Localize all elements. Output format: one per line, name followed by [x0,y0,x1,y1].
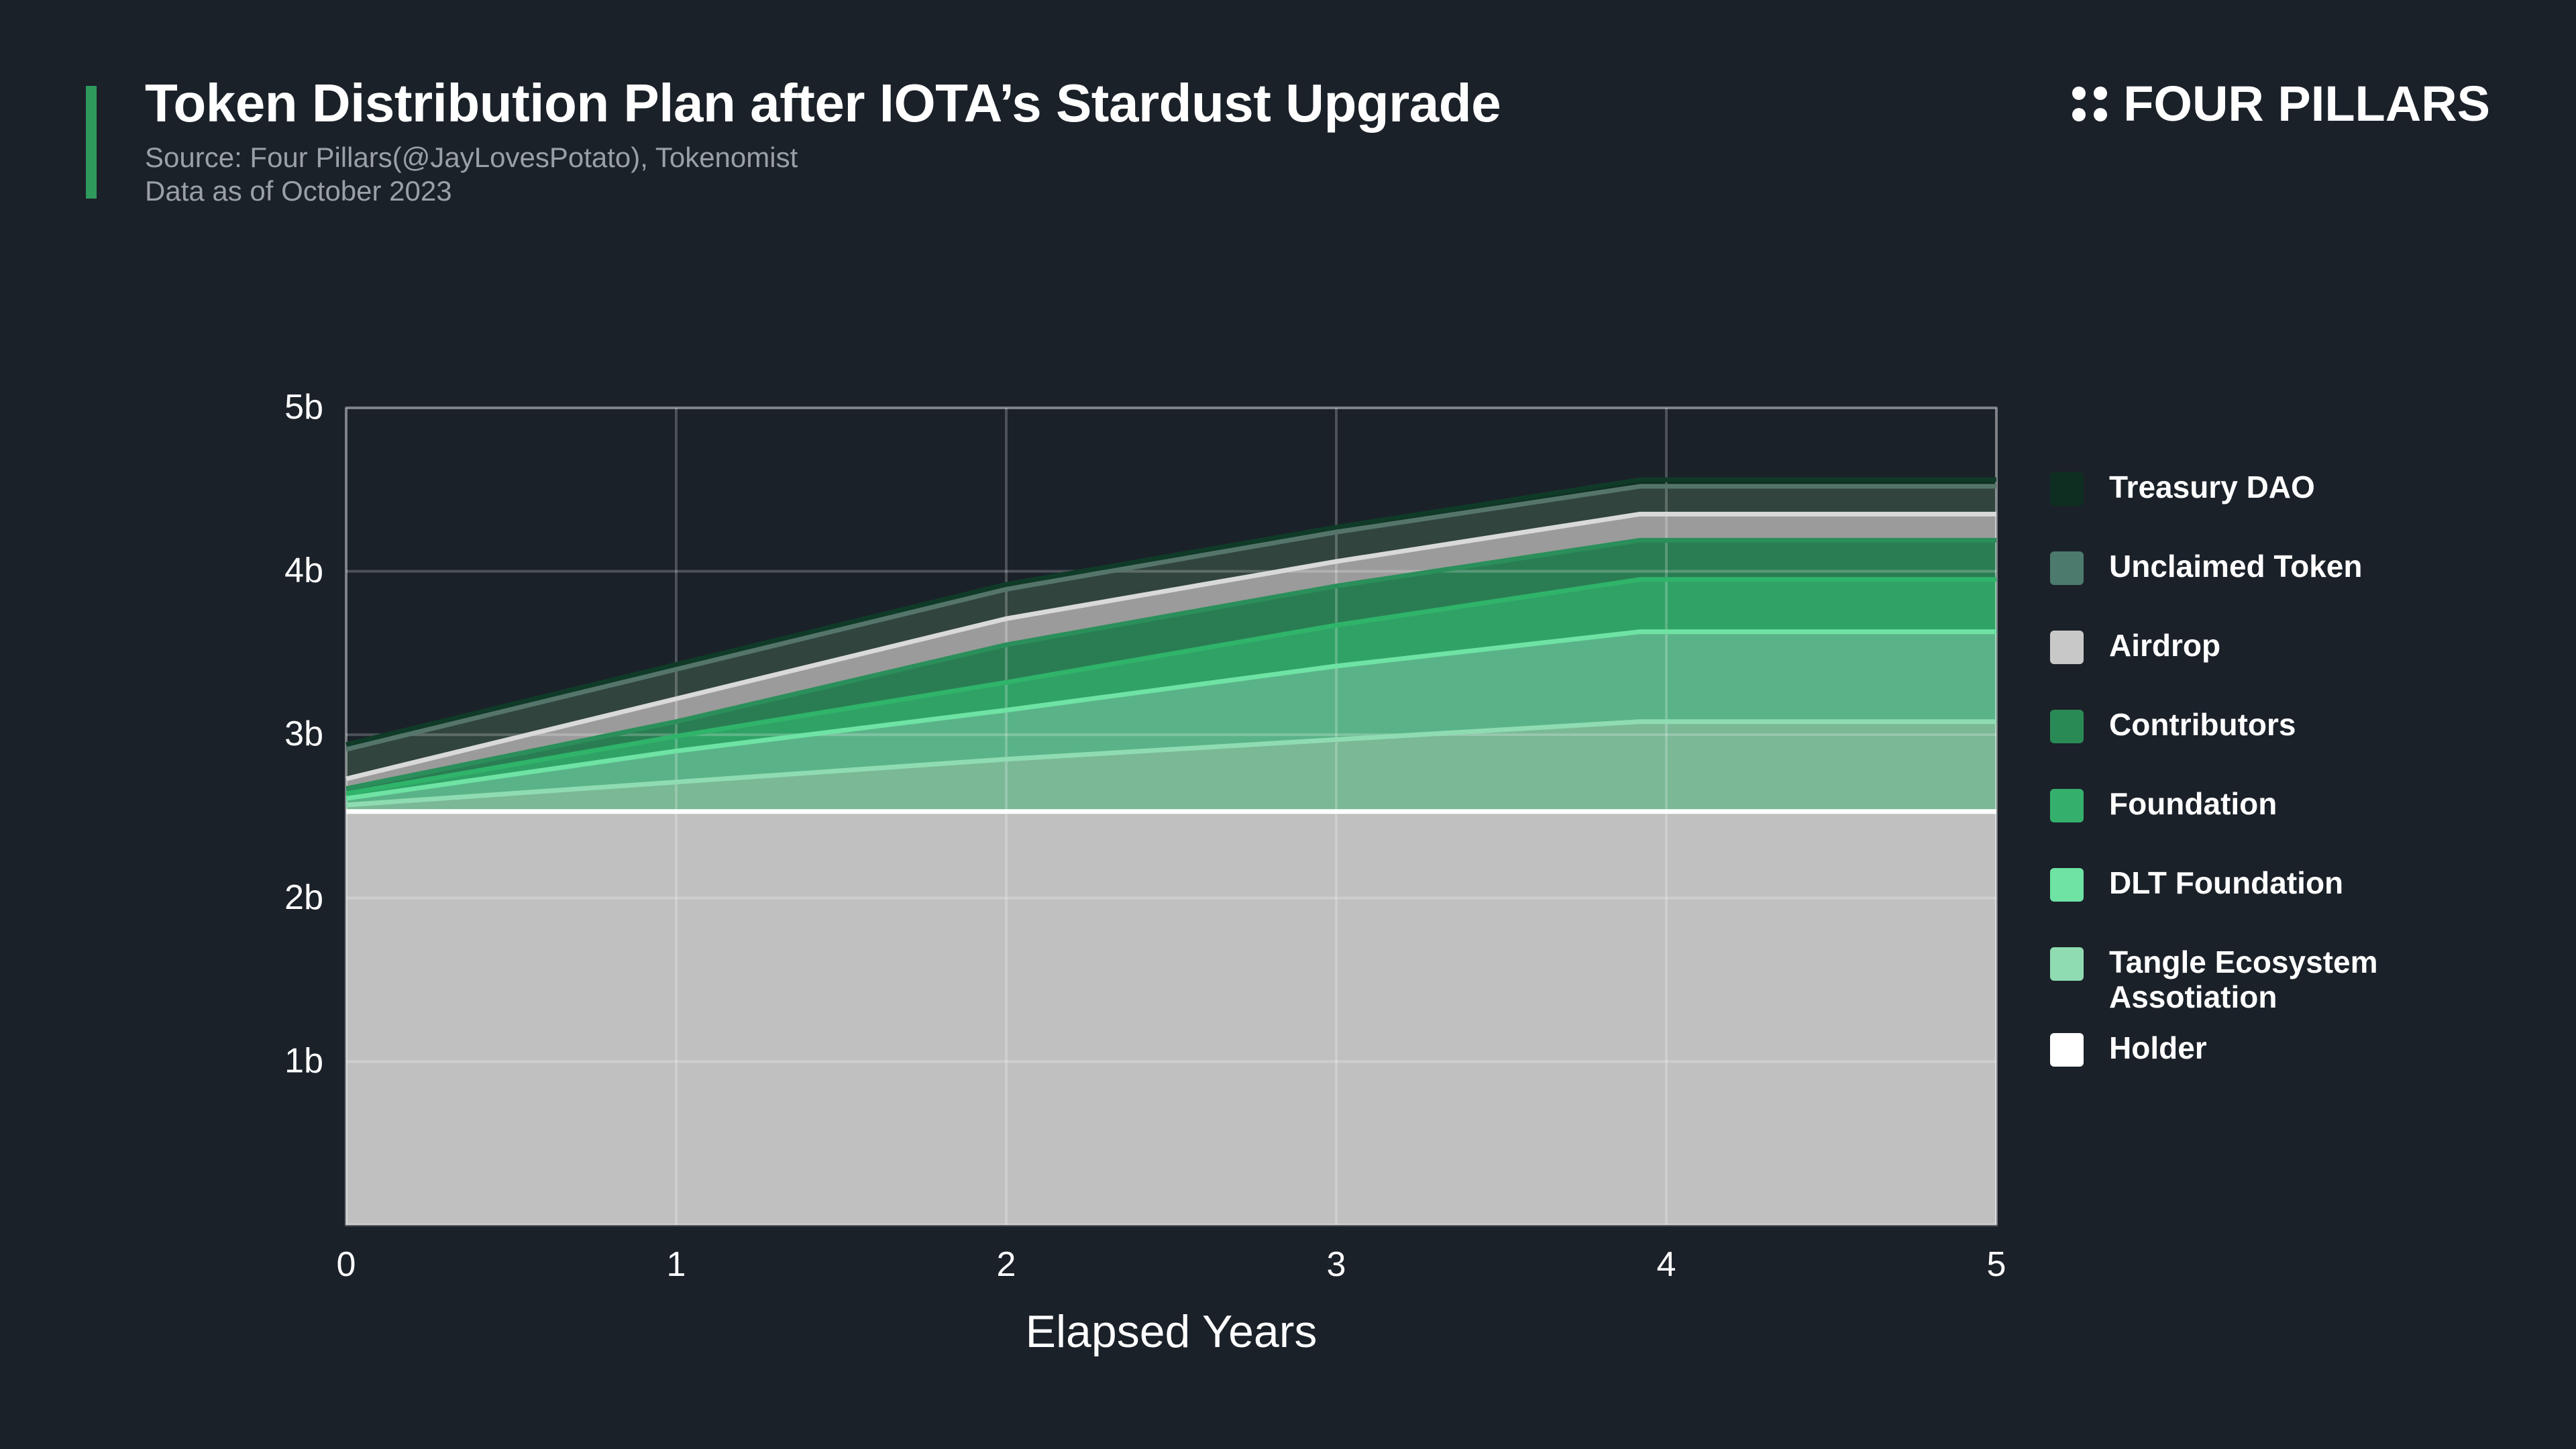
line-treasury-dao [345,477,1996,747]
line-tangle-ecosystem-assotiation [345,719,1996,808]
legend-swatch [2050,551,2084,585]
area-tangle-ecosystem-assotiation [346,721,1996,812]
area-foundation [346,579,1996,799]
legend-swatch [2050,1033,2084,1067]
y-tick-label: 1b [284,1041,323,1080]
legend-item: Airdrop [2050,628,2520,664]
legend-item: Foundation [2050,786,2520,822]
title-accent-bar [86,86,97,199]
legend-item: Holder [2050,1030,2520,1067]
y-tick-label: 5b [284,388,323,427]
x-tick-label: 5 [1987,1245,2006,1284]
legend-label: Tangle Ecosystem Assotiation [2109,945,2378,1014]
legend-swatch [2050,868,2084,902]
legend-item: Unclaimed Token [2050,549,2520,585]
legend-swatch [2050,947,2084,981]
source-note: Source: Four Pillars(@JayLovesPotato), T… [145,142,798,173]
legend-label: Airdrop [2109,628,2221,663]
legend-label: Unclaimed Token [2109,549,2363,584]
area-holder [346,811,1996,1225]
legend-label: Treasury DAO [2109,470,2315,504]
x-axis-label: Elapsed Years [1026,1306,1318,1357]
legend-label: Contributors [2109,707,2296,742]
legend-item: Tangle Ecosystem Assotiation [2050,945,2520,1014]
line-airdrop [345,511,1996,782]
legend-item: Treasury DAO [2050,470,2520,506]
legend-item: Contributors [2050,707,2520,743]
legend-swatch [2050,472,2084,506]
x-tick-label: 1 [667,1245,686,1284]
line-foundation [345,577,1996,796]
chart-title: Token Distribution Plan after IOTA’s Sta… [145,73,1501,133]
area-dlt-foundation [346,631,1996,805]
brand-logo: FOUR PILLARS [2072,75,2490,132]
y-tick-label: 2b [284,878,323,917]
chart-legend: Treasury DAO Unclaimed Token Airdrop Contri… [2050,470,2520,1110]
x-tick-label: 3 [1327,1245,1346,1284]
x-tick-label: 0 [337,1245,356,1284]
legend-label: DLT Foundation [2109,865,2344,900]
line-dlt-foundation [345,629,1996,801]
legend-label: Foundation [2109,786,2277,821]
legend-item: DLT Foundation [2050,865,2520,902]
y-tick-label: 4b [284,551,323,590]
legend-swatch [2050,710,2084,743]
plot-frame [345,407,1998,1226]
four-dots-logo-icon [2072,86,2108,121]
x-tick-label: 4 [1657,1245,1676,1284]
brand-name: FOUR PILLARS [2123,76,2490,131]
legend-swatch [2050,789,2084,822]
date-note: Data as of October 2023 [145,175,452,207]
legend-label: Holder [2109,1030,2207,1065]
area-contributors [346,540,1996,794]
x-tick-label: 2 [997,1245,1016,1284]
line-unclaimed-token [345,484,1996,752]
chart-subtitle: Source: Four Pillars(@JayLovesPotato), T… [145,141,798,208]
legend-swatch [2050,631,2084,664]
y-tick-label: 3b [284,714,323,753]
line-contributors [345,537,1996,792]
